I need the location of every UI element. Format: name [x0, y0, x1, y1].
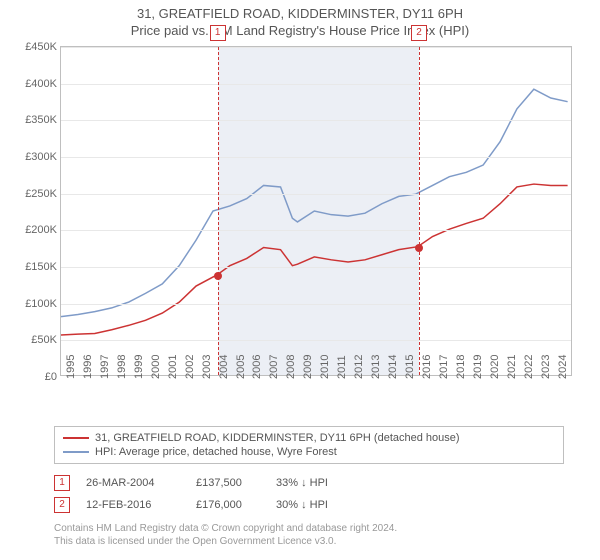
x-axis-label: 2019	[472, 355, 484, 379]
marker-box: 1	[210, 25, 226, 41]
marker-number: 1	[54, 475, 70, 491]
gridline	[61, 340, 571, 341]
y-axis-label: £50K	[31, 334, 57, 346]
footer-line-1: Contains HM Land Registry data © Crown c…	[54, 522, 600, 535]
series-line	[61, 89, 568, 316]
x-axis-label: 2021	[506, 355, 518, 379]
chart-container: 31, GREATFIELD ROAD, KIDDERMINSTER, DY11…	[0, 0, 600, 560]
gridline	[61, 47, 571, 48]
gridline	[61, 157, 571, 158]
x-axis-label: 2008	[285, 355, 297, 379]
x-axis-label: 2009	[302, 355, 314, 379]
marker-line	[419, 47, 420, 375]
x-axis-label: 2010	[319, 355, 331, 379]
gridline	[61, 230, 571, 231]
y-axis-label: £300K	[25, 151, 57, 163]
legend: 31, GREATFIELD ROAD, KIDDERMINSTER, DY11…	[54, 426, 564, 464]
x-axis-label: 2016	[421, 355, 433, 379]
marker-date: 26-MAR-2004	[86, 477, 196, 489]
legend-item: HPI: Average price, detached house, Wyre…	[63, 445, 555, 459]
x-axis-label: 2005	[235, 355, 247, 379]
legend-item: 31, GREATFIELD ROAD, KIDDERMINSTER, DY11…	[63, 431, 555, 445]
footer: Contains HM Land Registry data © Crown c…	[54, 522, 600, 548]
gridline	[61, 120, 571, 121]
gridline	[61, 194, 571, 195]
x-axis-label: 1996	[82, 355, 94, 379]
x-axis-label: 2018	[455, 355, 467, 379]
x-axis-label: 2020	[489, 355, 501, 379]
x-axis-label: 2013	[370, 355, 382, 379]
x-axis-label: 2003	[201, 355, 213, 379]
x-axis-label: 2022	[523, 355, 535, 379]
legend-swatch	[63, 437, 89, 439]
y-axis-label: £450K	[25, 41, 57, 53]
marker-pct: 33% ↓ HPI	[276, 477, 366, 489]
x-axis-label: 2024	[557, 355, 569, 379]
marker-number: 2	[54, 497, 70, 513]
marker-line	[218, 47, 219, 375]
x-axis-label: 2001	[167, 355, 179, 379]
title-block: 31, GREATFIELD ROAD, KIDDERMINSTER, DY11…	[0, 0, 600, 38]
x-axis-label: 2014	[387, 355, 399, 379]
x-axis-label: 1998	[116, 355, 128, 379]
marker-price: £176,000	[196, 499, 276, 511]
legend-label: 31, GREATFIELD ROAD, KIDDERMINSTER, DY11…	[95, 432, 460, 444]
x-axis-label: 2015	[404, 355, 416, 379]
x-axis-label: 2012	[353, 355, 365, 379]
y-axis-label: £350K	[25, 114, 57, 126]
x-axis-label: 2017	[438, 355, 450, 379]
marker-row: 1 26-MAR-2004£137,50033% ↓ HPI	[54, 472, 564, 494]
x-axis-label: 1997	[99, 355, 111, 379]
x-axis-label: 2023	[540, 355, 552, 379]
legend-swatch	[63, 451, 89, 453]
marker-date: 12-FEB-2016	[86, 499, 196, 511]
marker-price: £137,500	[196, 477, 276, 489]
y-axis-label: £0	[45, 371, 57, 383]
line-series-svg	[61, 47, 571, 375]
y-axis-label: £100K	[25, 298, 57, 310]
chart-area: £0 £50K £100K £150K £200K £250K £300K £350K £400…	[20, 46, 580, 416]
gridline	[61, 304, 571, 305]
marker-box: 2	[411, 25, 427, 41]
x-axis-label: 2007	[268, 355, 280, 379]
markers-table: 1 26-MAR-2004£137,50033% ↓ HPI 2 12-FEB-201…	[54, 472, 564, 516]
y-axis-label: £200K	[25, 224, 57, 236]
gridline	[61, 84, 571, 85]
marker-dot	[214, 272, 222, 280]
title-line-2: Price paid vs. HM Land Registry's House …	[0, 23, 600, 38]
gridline	[61, 267, 571, 268]
x-axis-label: 1995	[65, 355, 77, 379]
x-axis-label: 2006	[251, 355, 263, 379]
y-axis-label: £400K	[25, 78, 57, 90]
marker-row: 2 12-FEB-2016£176,00030% ↓ HPI	[54, 494, 564, 516]
x-axis-label: 2004	[218, 355, 230, 379]
plot-area: £0£50K£100K£150K£200K£250K£300K£350K£400…	[60, 46, 572, 376]
x-axis-label: 1999	[133, 355, 145, 379]
footer-line-2: This data is licensed under the Open Gov…	[54, 535, 600, 548]
x-axis-label: 2011	[336, 355, 348, 379]
x-axis-label: 2000	[150, 355, 162, 379]
marker-pct: 30% ↓ HPI	[276, 499, 366, 511]
y-axis-label: £250K	[25, 188, 57, 200]
title-line-1: 31, GREATFIELD ROAD, KIDDERMINSTER, DY11…	[0, 6, 600, 21]
marker-dot	[415, 244, 423, 252]
legend-label: HPI: Average price, detached house, Wyre…	[95, 446, 337, 458]
x-axis-label: 2002	[184, 355, 196, 379]
series-line	[61, 184, 568, 335]
y-axis-label: £150K	[25, 261, 57, 273]
